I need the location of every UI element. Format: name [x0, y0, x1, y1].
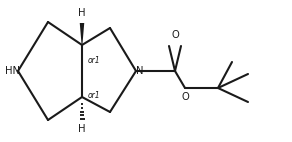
Polygon shape — [80, 23, 84, 45]
Text: or1: or1 — [88, 90, 101, 100]
Text: O: O — [171, 30, 179, 40]
Text: N: N — [136, 66, 144, 76]
Text: H: H — [78, 8, 86, 18]
Text: O: O — [181, 92, 189, 102]
Text: HN: HN — [4, 66, 20, 76]
Text: H: H — [78, 124, 86, 134]
Text: or1: or1 — [88, 56, 101, 64]
